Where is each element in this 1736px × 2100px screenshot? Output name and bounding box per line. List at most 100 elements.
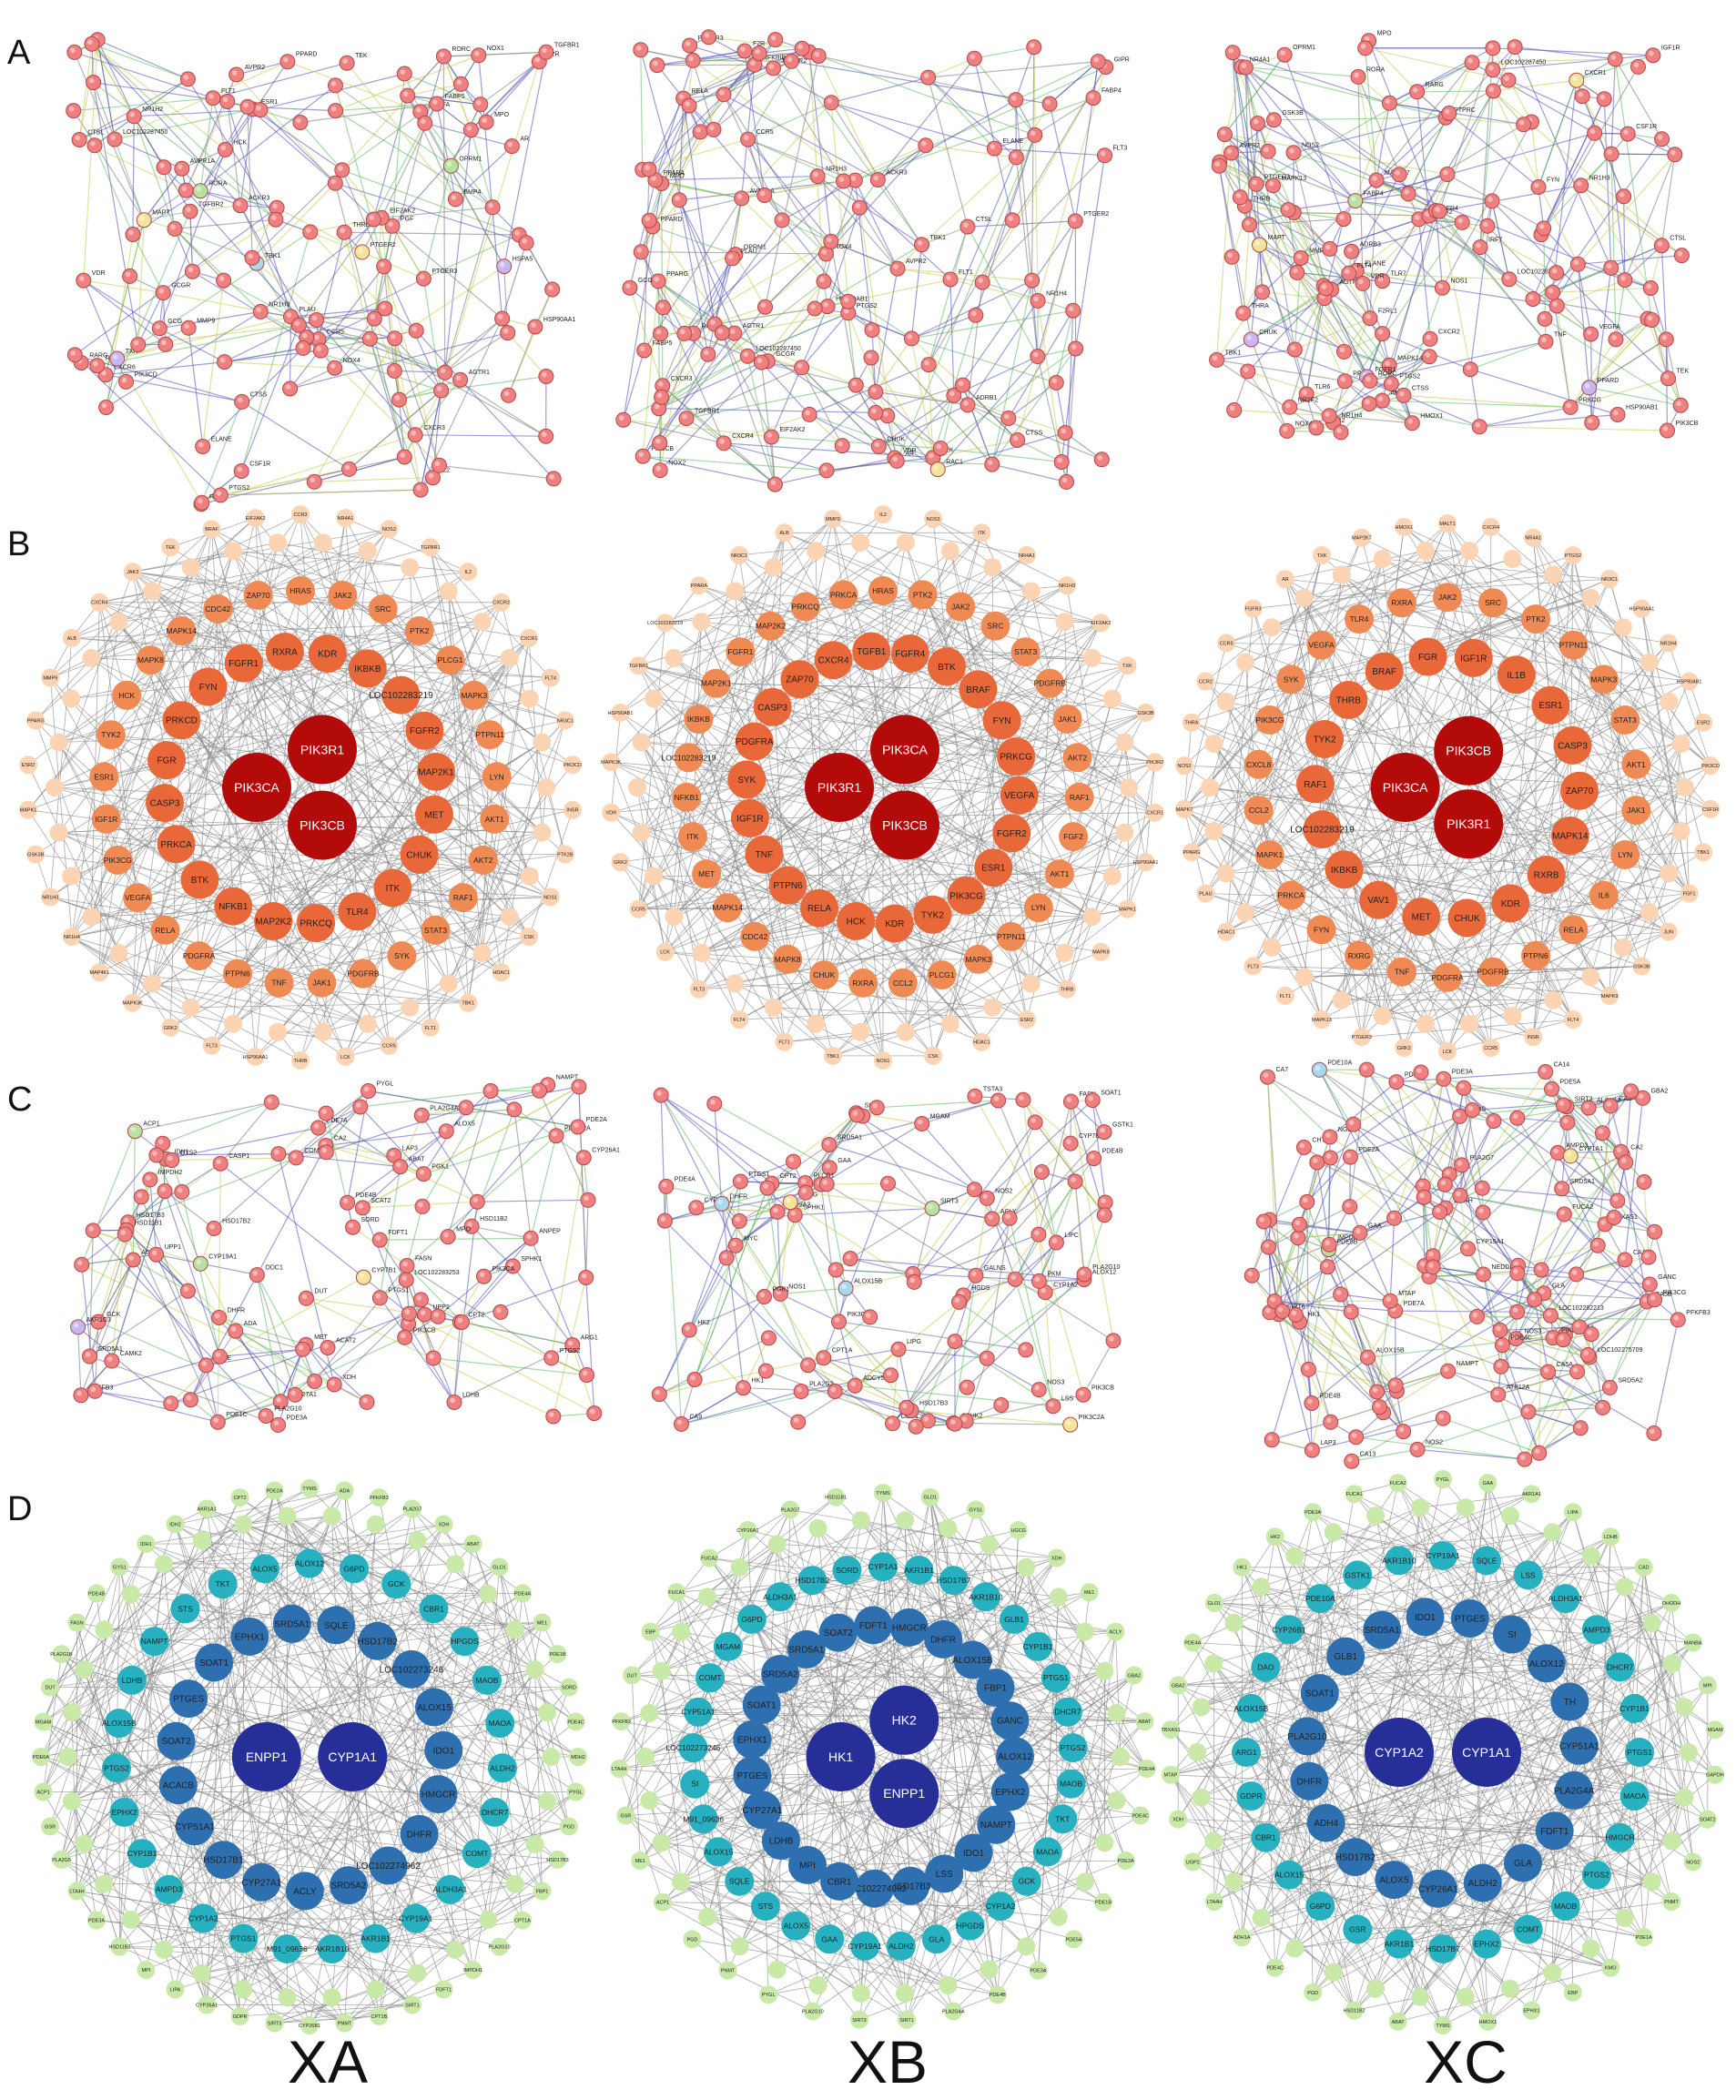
network-edge: [1389, 62, 1473, 104]
gene-label-mapk1: MAPK1: [1256, 850, 1283, 859]
node-highlight: [638, 451, 644, 458]
protein-node: [671, 192, 687, 208]
gene-node-hsp90ab1: [611, 703, 630, 722]
gene-node-pparg: [26, 711, 46, 730]
network-edge: [1055, 382, 1066, 433]
protein-node: [376, 259, 392, 275]
network-edge: [1223, 54, 1285, 135]
network-edge: [190, 1002, 469, 1009]
node-label-hsp90ab1: HSP90AB1: [1626, 405, 1659, 411]
protein-node: [1289, 264, 1305, 280]
protein-node: [1479, 218, 1496, 234]
network-edge: [343, 232, 371, 340]
network-edge: [290, 316, 375, 320]
network-edge: [1348, 272, 1509, 280]
gene-node: [632, 823, 651, 842]
protein-node: [1630, 58, 1646, 75]
node-highlight: [844, 309, 849, 314]
gene-node-il2: [874, 505, 892, 523]
node-highlight: [1071, 1177, 1076, 1182]
gene-label-txk: TXK: [1122, 664, 1132, 669]
network-edge: [830, 240, 898, 269]
protein-node: [492, 1304, 509, 1320]
node-highlight: [873, 175, 879, 181]
node-highlight: [639, 346, 645, 351]
node-highlight: [161, 340, 167, 346]
protein-node: [355, 1269, 371, 1285]
network-edge: [1365, 215, 1430, 378]
node-highlight: [978, 278, 983, 283]
node-highlight: [574, 1122, 579, 1128]
network-edge: [801, 312, 849, 369]
network-edge: [1273, 185, 1331, 249]
protein-node: [1409, 84, 1426, 100]
node-highlight: [450, 1397, 455, 1404]
gene-label-mapk3: MAPK3: [965, 955, 991, 964]
node-highlight: [231, 70, 238, 76]
protein-node: [1545, 284, 1561, 300]
network-edge: [655, 105, 690, 181]
node-highlight: [348, 1222, 354, 1228]
node-highlight: [1051, 1238, 1058, 1243]
node-label-ca9: CA9: [690, 1414, 703, 1420]
gene-node: [533, 733, 552, 752]
gene-node-prkcd: [162, 701, 201, 740]
protein-node: [211, 1310, 228, 1325]
gene-label-esr2: ESR2: [1020, 1018, 1033, 1023]
gene-label-met: MET: [424, 810, 443, 820]
gene-node-casp3: [753, 687, 792, 726]
node-highlight: [823, 301, 828, 308]
protein-node: [1033, 1164, 1050, 1180]
node-highlight: [215, 1352, 221, 1357]
network-edge: [784, 1031, 861, 1043]
protein-node: [298, 1290, 314, 1306]
protein-node: [1096, 1207, 1112, 1223]
gene-label-esr2: ESR2: [22, 763, 35, 768]
protein-node: [352, 1099, 369, 1115]
gene-label-akt1: AKT1: [1050, 869, 1070, 878]
node-label-pik3cb: PIK3CB: [413, 1327, 436, 1334]
gene-label-itk: ITK: [978, 531, 986, 536]
gene-node-itk: [677, 822, 707, 852]
network-edge: [723, 413, 810, 444]
network-edge: [1492, 90, 1579, 265]
node-highlight: [120, 1230, 126, 1235]
node-highlight: [272, 203, 278, 209]
network-edge: [981, 135, 1036, 283]
network-edge: [91, 43, 277, 220]
node-highlight: [186, 1395, 192, 1401]
node-highlight: [675, 196, 680, 201]
network-edge: [106, 211, 191, 408]
node-label-cpt2: CPT2: [780, 1173, 797, 1180]
gene-node-jak2: [946, 592, 976, 622]
gene-node: [807, 1014, 826, 1033]
node-highlight: [107, 1356, 113, 1362]
node-highlight: [243, 102, 249, 108]
network-edge: [911, 314, 977, 340]
network-edge: [1381, 356, 1430, 401]
network-edge: [1569, 339, 1617, 408]
node-highlight: [1030, 130, 1036, 137]
node-highlight: [770, 480, 777, 485]
node-highlight: [653, 60, 658, 66]
gene-label-stat3: STAT3: [1014, 647, 1037, 656]
node-label-esr1: ESR1: [261, 99, 278, 106]
network-edge: [162, 292, 167, 345]
network-edge: [1284, 54, 1345, 219]
node-label-alox5: ALOX5: [454, 1121, 475, 1128]
gene-label-ptk2: PTK2: [913, 590, 933, 599]
node-highlight: [401, 1275, 408, 1281]
node-label-tbk1: TBK1: [1225, 350, 1242, 356]
network-edge: [1491, 200, 1510, 279]
gene-label-il6: IL6: [1599, 891, 1609, 900]
node-label-il2: IL2: [441, 468, 450, 474]
node-label-fabp4: FABP4: [1364, 191, 1384, 198]
gene-node-csk: [520, 928, 539, 947]
protein-node: [258, 1408, 274, 1424]
protein-node: [446, 1395, 462, 1410]
node-highlight: [1663, 373, 1670, 380]
network-edge: [1191, 662, 1246, 853]
gene-node: [1294, 968, 1314, 987]
protein-node: [967, 1182, 982, 1198]
gene-node-cdc42: [203, 594, 233, 624]
